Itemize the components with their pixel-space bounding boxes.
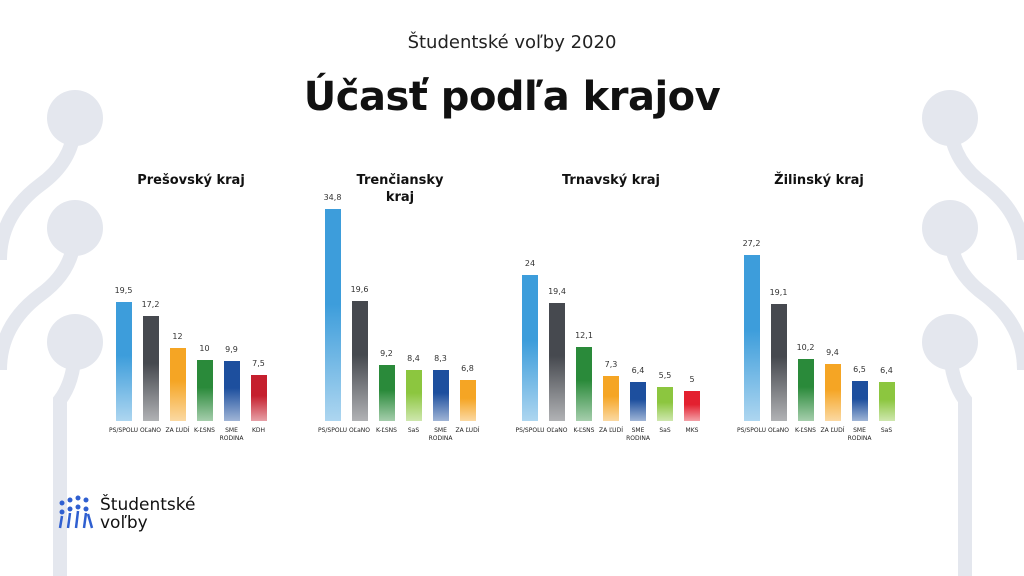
value-label: 6,4 (631, 365, 645, 375)
bar (142, 316, 159, 421)
bar (770, 304, 787, 421)
chart-title: Žilinský kraj (774, 173, 864, 188)
bar (684, 390, 700, 421)
category-label: MKS (685, 427, 699, 434)
bar (851, 381, 868, 421)
value-label: 6,4 (880, 365, 893, 375)
node (47, 200, 103, 256)
bar (657, 387, 673, 421)
bar (549, 302, 565, 421)
category-label: SME RODINA (428, 427, 453, 442)
value-label: 9,4 (826, 347, 839, 357)
category-label: ZA ĽUDÍ (599, 427, 623, 434)
subtitle: Študentské voľby 2020 (407, 32, 617, 53)
bar (351, 301, 368, 421)
value-label: 8,3 (434, 354, 447, 364)
title: Účasť podľa krajov (303, 74, 721, 120)
value-label: 7,3 (604, 360, 618, 370)
value-label: 6,8 (461, 363, 474, 373)
bar (522, 274, 538, 421)
bar (378, 364, 395, 421)
value-label: 12,1 (575, 331, 593, 341)
bar (324, 208, 341, 421)
bar (797, 358, 814, 421)
nodes (47, 90, 978, 370)
bar (824, 363, 841, 421)
value-label: 19,5 (114, 286, 133, 296)
category-label: PS/SPOLU (317, 427, 348, 434)
bar (250, 375, 267, 421)
chart-title: Trenčiansky kraj (356, 173, 444, 205)
value-label: 10 (199, 344, 210, 353)
value-label: 10,2 (796, 342, 815, 352)
node (922, 90, 978, 146)
value-label: 5 (689, 374, 695, 384)
node (922, 314, 978, 370)
category-label: PS/SPOLU (515, 427, 545, 434)
bar (603, 376, 619, 421)
node (47, 314, 103, 370)
node (922, 200, 978, 256)
chart-title: Trnavský kraj (561, 173, 661, 188)
category-label: K-ĽSNS (573, 427, 595, 434)
value-label: 19,1 (769, 288, 788, 298)
value-label: 8,4 (407, 353, 420, 363)
logo-text: Študentské voľby (100, 495, 196, 533)
bar (169, 347, 186, 421)
bar (115, 302, 132, 421)
branch (53, 344, 82, 576)
category-label: SaS (659, 427, 671, 434)
value-label: 5,5 (658, 371, 672, 381)
category-label: PS/SPOLU (736, 427, 767, 434)
category-label: SME RODINA (847, 427, 872, 442)
category-label: K-ĽSNS (376, 427, 397, 434)
node (47, 90, 103, 146)
value-label: 27,2 (742, 239, 761, 249)
bar (743, 255, 760, 421)
category-label: SME RODINA (219, 427, 244, 442)
bar (223, 360, 240, 421)
value-label: 19,4 (548, 286, 566, 296)
category-label: SaS (407, 427, 420, 434)
bar (630, 381, 646, 421)
category-label: ZA ĽUDÍ (165, 427, 190, 434)
bar (878, 381, 895, 421)
category-label: OĽaNO (349, 427, 370, 434)
category-label: ZA ĽUDÍ (820, 427, 845, 434)
bar (459, 379, 476, 421)
value-label: 34,8 (323, 192, 342, 202)
bar (576, 347, 592, 421)
category-label: SME RODINA (626, 427, 650, 442)
value-label: 9,9 (225, 344, 238, 354)
category-label: OĽaNO (140, 427, 161, 434)
category-label: SaS (880, 427, 893, 434)
category-label: ZA ĽUDÍ (455, 427, 480, 434)
chart-title: Prešovský kraj (137, 173, 245, 188)
value-label: 24 (524, 258, 536, 268)
category-label: K-ĽSNS (795, 427, 816, 434)
value-label: 17,2 (141, 300, 160, 310)
value-label: 6,5 (853, 365, 866, 375)
value-label: 12 (172, 331, 183, 341)
category-label: OĽaNO (546, 427, 568, 434)
bar (405, 369, 422, 421)
category-label: PS/SPOLU (108, 427, 139, 434)
branch (943, 344, 972, 576)
logo-icon (58, 495, 94, 529)
value-label: 19,6 (350, 285, 369, 295)
category-label: KDH (251, 427, 266, 434)
category-label: K-ĽSNS (194, 427, 215, 434)
category-label: OĽaNO (768, 427, 789, 434)
value-label: 7,5 (252, 359, 265, 369)
bar (196, 360, 213, 421)
value-label: 9,2 (380, 348, 393, 358)
bar (432, 370, 449, 421)
